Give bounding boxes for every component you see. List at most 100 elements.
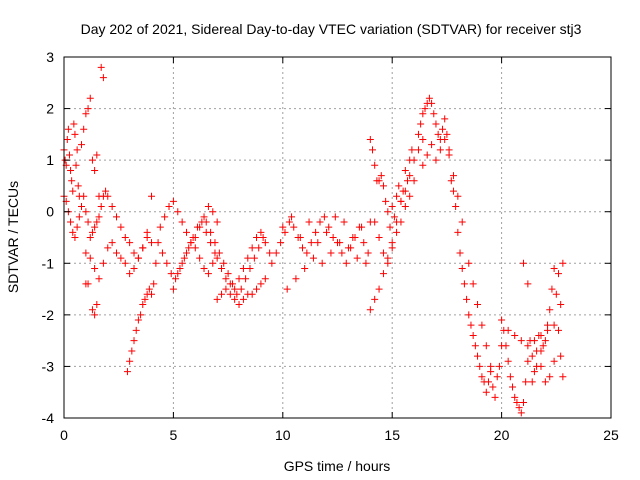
data-point [463, 295, 471, 303]
data-point [69, 187, 77, 195]
data-point [126, 239, 134, 247]
data-point [80, 125, 88, 133]
x-tick-label: 5 [170, 427, 178, 443]
data-point [292, 275, 300, 283]
data-point [309, 254, 317, 262]
data-point [371, 161, 379, 169]
data-point [401, 203, 409, 211]
data-point [259, 234, 267, 241]
data-point [123, 368, 131, 376]
data-point [314, 239, 322, 247]
data-point [316, 218, 324, 226]
data-point [97, 203, 105, 211]
data-point [69, 228, 77, 236]
data-point [239, 264, 247, 272]
data-point [148, 192, 156, 200]
data-point [554, 326, 562, 334]
data-point [305, 218, 313, 226]
data-point [99, 74, 107, 82]
data-point [344, 244, 352, 252]
data-point [97, 63, 105, 71]
chart-title: Day 202 of 2021, Sidereal Day-to-day VTE… [81, 21, 582, 37]
data-point [64, 125, 72, 133]
data-point [218, 264, 226, 272]
data-point [222, 285, 230, 293]
data-point [117, 254, 125, 262]
data-point [340, 218, 348, 226]
data-point [524, 357, 532, 365]
data-point [410, 156, 418, 164]
data-point [502, 342, 510, 350]
data-point [132, 326, 140, 334]
data-point [185, 244, 193, 252]
data-point [377, 172, 385, 180]
data-point [104, 244, 112, 252]
data-point [139, 244, 147, 252]
data-point [128, 347, 136, 355]
data-point [419, 110, 427, 118]
data-point [102, 187, 110, 195]
data-point [298, 244, 306, 252]
data-point [522, 378, 530, 386]
data-point [288, 213, 296, 221]
data-point [439, 125, 447, 133]
data-point [524, 280, 532, 288]
data-point [401, 187, 409, 195]
data-point [557, 301, 565, 309]
x-tick-label: 20 [494, 427, 510, 443]
data-point [397, 197, 405, 205]
data-point [255, 244, 263, 252]
data-point [178, 218, 186, 226]
data-point [209, 208, 217, 216]
data-point [493, 373, 501, 381]
axis-ticks [63, 56, 612, 419]
data-point [117, 223, 125, 231]
y-tick-label: 3 [46, 49, 54, 65]
data-point [126, 357, 134, 365]
data-point [244, 254, 252, 262]
data-point [449, 187, 457, 195]
data-point [145, 285, 153, 293]
data-point [382, 197, 390, 205]
data-point [213, 295, 221, 303]
data-point [546, 373, 554, 381]
data-point [546, 306, 554, 314]
data-point [384, 208, 392, 216]
data-point [469, 280, 477, 288]
data-point [213, 218, 221, 226]
data-point [72, 161, 80, 169]
data-point [425, 94, 433, 102]
data-point [82, 208, 90, 216]
data-point [224, 270, 232, 278]
data-point [404, 177, 412, 185]
data-point [513, 399, 521, 407]
data-point [204, 203, 212, 211]
data-point [169, 285, 177, 293]
data-point [67, 218, 75, 226]
data-point [246, 264, 254, 272]
x-tick-labels: 0 5 10 15 20 25 [60, 427, 619, 443]
data-point [250, 254, 258, 262]
data-point [428, 141, 436, 149]
data-point [113, 213, 121, 221]
data-point [528, 352, 536, 360]
data-point [163, 259, 171, 267]
data-point [73, 146, 81, 154]
data-point [419, 161, 427, 169]
data-point [134, 316, 142, 324]
data-point [474, 352, 482, 360]
data-point [248, 290, 256, 298]
data-point [207, 228, 215, 236]
data-point [517, 409, 525, 417]
data-point [86, 94, 94, 102]
data-point [395, 182, 403, 190]
data-point [552, 290, 560, 298]
data-point [104, 192, 112, 200]
data-point [228, 280, 236, 288]
data-point [544, 326, 552, 334]
data-point [338, 249, 346, 257]
data-point [220, 259, 228, 267]
data-point [331, 213, 339, 221]
data-point [204, 270, 212, 278]
data-point [414, 146, 422, 154]
